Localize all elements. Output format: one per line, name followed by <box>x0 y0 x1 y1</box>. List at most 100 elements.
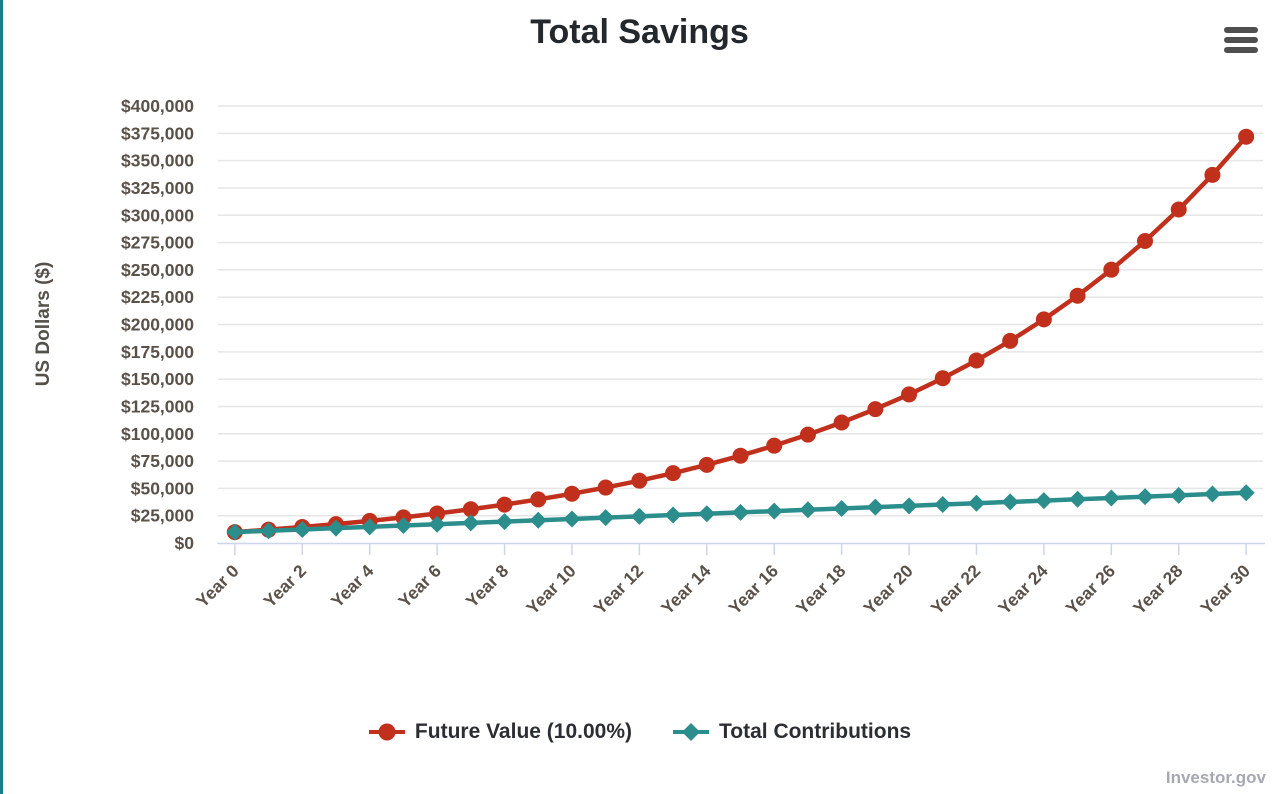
data-point-circle <box>597 479 614 496</box>
y-axis-tick-label: $400,000 <box>121 96 194 116</box>
data-point-diamond <box>1102 489 1120 507</box>
y-axis-tick-label: $50,000 <box>131 478 195 498</box>
y-axis-tick-label: $125,000 <box>121 396 194 416</box>
y-axis-tick-label: $0 <box>175 533 195 553</box>
data-point-diamond <box>698 505 716 523</box>
x-axis-tick-label: Year 18 <box>792 560 850 618</box>
chart-plot-area: $0 $25,000 $50,000 $75,000 $100,000 $125,000 $… <box>33 96 1265 618</box>
data-point-circle <box>1035 311 1052 328</box>
data-point-circle <box>1204 166 1221 183</box>
legend-label: Total Contributions <box>719 720 912 743</box>
chart-context-menu-button[interactable] <box>1219 20 1263 60</box>
data-point-diamond <box>327 519 345 537</box>
data-point-diamond <box>361 518 379 536</box>
data-point-diamond <box>664 506 682 524</box>
x-axis-tick-label: Year 8 <box>462 560 513 611</box>
x-axis-tick-label: Year 10 <box>522 560 580 618</box>
data-point-diamond <box>1170 486 1188 504</box>
diamond-marker-icon <box>673 723 709 741</box>
data-point-diamond <box>1203 485 1221 503</box>
data-point-diamond <box>799 501 817 519</box>
y-axis-tick-label: $225,000 <box>121 287 194 307</box>
data-point-diamond <box>1035 492 1053 510</box>
chart-title: Total Savings <box>530 13 749 51</box>
data-point-diamond <box>394 517 412 535</box>
data-point-diamond <box>967 494 985 512</box>
x-axis-tick-label: Year 20 <box>859 560 917 618</box>
data-point-diamond <box>934 496 952 514</box>
data-point-circle <box>766 437 783 454</box>
data-point-diamond <box>260 522 278 540</box>
data-point-diamond <box>226 523 244 541</box>
y-axis-tick-label: $200,000 <box>121 315 194 335</box>
x-axis-tick-label: Year 16 <box>725 560 783 618</box>
data-point-circle <box>496 496 513 513</box>
data-point-diamond <box>529 511 547 529</box>
data-point-diamond <box>1136 488 1154 506</box>
y-axis-tick-label: $275,000 <box>121 233 194 253</box>
data-point-diamond <box>732 503 749 521</box>
data-point-diamond <box>462 514 480 532</box>
data-point-circle <box>1002 332 1019 349</box>
x-axis-tick-label: Year 26 <box>1062 560 1120 618</box>
y-axis-title: US Dollars ($) <box>33 262 54 387</box>
x-axis-tick-label: Year 12 <box>590 560 648 618</box>
data-point-diamond <box>496 513 514 531</box>
legend-label: Future Value (10.00%) <box>414 720 632 743</box>
data-point-circle <box>1103 261 1120 278</box>
data-point-diamond <box>428 515 446 533</box>
y-axis-tick-label: $375,000 <box>121 123 194 143</box>
data-point-circle <box>799 426 816 443</box>
y-axis-tick-label: $325,000 <box>121 178 194 198</box>
y-axis-tick-label: $100,000 <box>121 424 194 444</box>
data-point-diamond <box>563 510 581 528</box>
data-point-circle <box>968 352 985 369</box>
data-point-diamond <box>900 497 918 515</box>
series-line-circle <box>232 134 1249 535</box>
data-point-circle <box>698 456 715 473</box>
hamburger-icon <box>1224 27 1258 53</box>
x-axis-tick-label: Year 24 <box>994 560 1052 618</box>
y-axis-tick-label: $25,000 <box>131 506 195 526</box>
data-point-circle <box>462 501 479 518</box>
data-point-circle <box>732 447 749 464</box>
data-point-circle <box>1137 233 1154 250</box>
data-point-circle <box>867 401 884 418</box>
data-point-circle <box>1170 201 1187 218</box>
x-axis-tick-label: Year 30 <box>1196 560 1254 618</box>
data-point-circle <box>1238 128 1255 145</box>
x-axis-tick-label: Year 22 <box>927 560 985 618</box>
legend-item[interactable]: Future Value (10.00%) <box>368 720 632 744</box>
y-axis-tick-label: $250,000 <box>121 260 194 280</box>
data-point-circle <box>429 505 446 522</box>
data-point-circle <box>901 386 918 403</box>
data-point-diamond <box>1001 493 1019 511</box>
credits-link[interactable]: Investor.gov <box>1165 768 1266 787</box>
data-point-diamond <box>630 507 648 525</box>
data-point-diamond <box>866 498 884 516</box>
y-axis-tick-label: $75,000 <box>131 451 195 471</box>
x-axis-tick-label: Year 0 <box>192 560 243 611</box>
y-axis-tick-label: $150,000 <box>121 369 194 389</box>
x-axis-tick-label: Year 28 <box>1129 560 1187 618</box>
data-point-diamond <box>597 509 615 527</box>
data-point-circle <box>1069 287 1086 304</box>
y-axis-tick-label: $350,000 <box>121 151 194 171</box>
y-axis-tick-label: $175,000 <box>121 342 194 362</box>
circle-marker-icon <box>368 723 405 741</box>
data-point-diamond <box>765 502 783 520</box>
data-point-diamond <box>1237 484 1255 502</box>
data-point-circle <box>563 485 580 502</box>
data-point-circle <box>833 414 850 431</box>
data-point-circle <box>934 370 951 387</box>
y-axis-tick-label: $300,000 <box>121 205 194 225</box>
legend-item[interactable]: Total Contributions <box>672 720 911 744</box>
data-point-diamond <box>1069 490 1087 508</box>
x-axis-tick-label: Year 4 <box>327 560 378 611</box>
data-point-circle <box>631 472 648 489</box>
data-point-diamond <box>833 499 851 517</box>
data-point-circle <box>530 491 547 508</box>
x-axis-tick-label: Year 14 <box>657 560 715 618</box>
x-axis-tick-label: Year 2 <box>259 560 310 611</box>
